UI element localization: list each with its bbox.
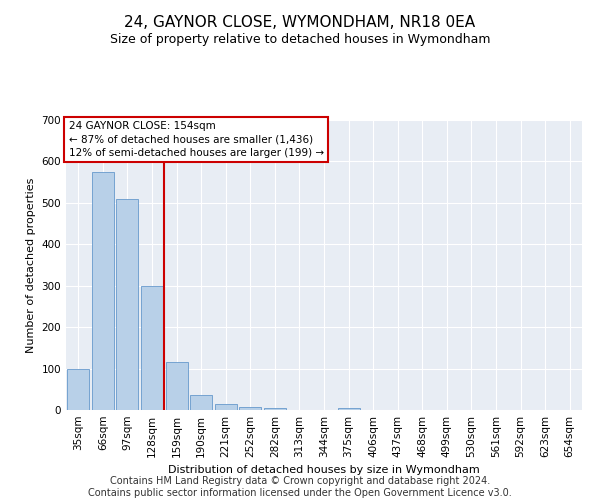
Text: Size of property relative to detached houses in Wymondham: Size of property relative to detached ho… — [110, 32, 490, 46]
Bar — [92, 172, 114, 410]
Bar — [116, 198, 139, 410]
Bar — [166, 362, 188, 410]
Bar — [239, 406, 262, 410]
Text: 24, GAYNOR CLOSE, WYMONDHAM, NR18 0EA: 24, GAYNOR CLOSE, WYMONDHAM, NR18 0EA — [124, 15, 476, 30]
Text: 24 GAYNOR CLOSE: 154sqm
← 87% of detached houses are smaller (1,436)
12% of semi: 24 GAYNOR CLOSE: 154sqm ← 87% of detache… — [68, 122, 324, 158]
X-axis label: Distribution of detached houses by size in Wymondham: Distribution of detached houses by size … — [168, 466, 480, 475]
Bar — [338, 408, 359, 410]
Text: Contains HM Land Registry data © Crown copyright and database right 2024.
Contai: Contains HM Land Registry data © Crown c… — [88, 476, 512, 498]
Bar — [215, 404, 237, 410]
Bar — [67, 368, 89, 410]
Bar — [264, 408, 286, 410]
Bar — [141, 286, 163, 410]
Y-axis label: Number of detached properties: Number of detached properties — [26, 178, 36, 352]
Bar — [190, 394, 212, 410]
